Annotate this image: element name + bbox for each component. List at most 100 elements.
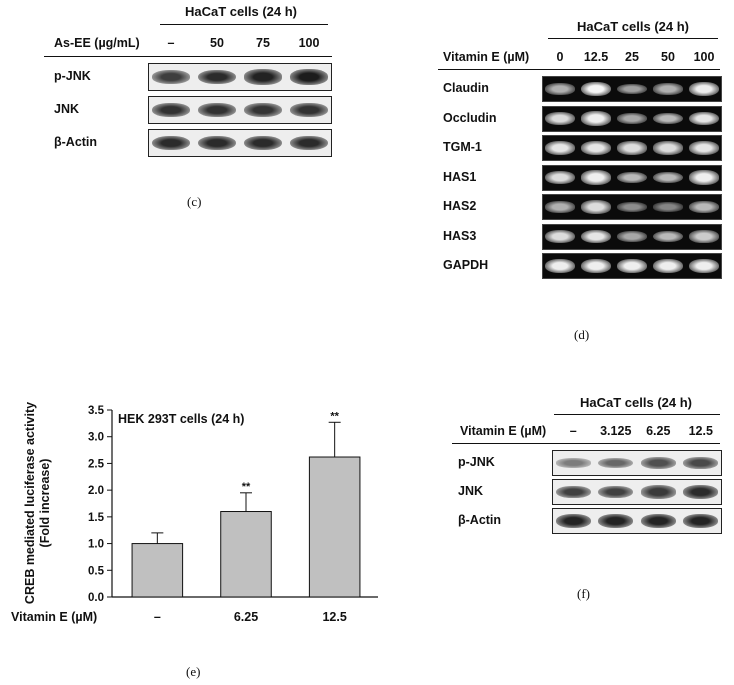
panel-c-header: HaCaT cells (24 h)	[185, 4, 297, 19]
bar	[308, 456, 361, 598]
panel-d-row-label: Claudin	[443, 81, 489, 95]
panel-f-treatment-rule	[452, 443, 720, 444]
blot-band	[290, 135, 328, 151]
blot-band	[581, 81, 611, 97]
blot-band	[689, 230, 719, 243]
blot-band	[545, 170, 575, 185]
panel-d-caption: (d)	[574, 327, 590, 342]
panel-f-treatment-label: Vitamin E (µM)	[460, 424, 547, 438]
panel-c-blot-strip	[148, 96, 332, 124]
panel-d-blot-strip	[542, 194, 722, 220]
blot-band	[653, 112, 683, 125]
panel-d-blot-strip	[542, 105, 722, 132]
panel-f-column-label: –	[569, 424, 577, 438]
blot-band	[555, 458, 591, 468]
panel-c-column-label: –	[167, 36, 175, 50]
panel-d-blot-strip	[542, 253, 722, 279]
y-axis-label: CREB mediated luciferase activity(Fold i…	[23, 402, 52, 604]
blot-band	[152, 135, 190, 151]
blot-band	[581, 200, 611, 214]
blot-band	[640, 513, 676, 529]
blot-band	[152, 70, 190, 84]
panel-d-row-label: HAS2	[443, 199, 477, 213]
panel-c-row-label: β-Actin	[54, 135, 98, 149]
panel-f-row-label: JNK	[458, 484, 484, 498]
blot-band	[653, 141, 683, 155]
blot-band	[244, 69, 282, 85]
blot-band	[689, 258, 719, 274]
y-tick-label: 1.5	[88, 512, 105, 524]
y-tick-label: 3.5	[88, 405, 105, 417]
blot-band	[198, 102, 236, 118]
blot-band	[598, 457, 634, 469]
blot-band	[653, 258, 683, 274]
panel-f-blot-strip	[552, 450, 722, 476]
y-tick-label: 0.5	[88, 565, 105, 577]
blot-band	[598, 513, 634, 529]
panel-d-header-rule	[548, 38, 718, 39]
panel-c-column-label: 50	[210, 36, 224, 50]
panel-d-row-label: GAPDH	[443, 258, 489, 272]
blot-band	[581, 111, 611, 126]
panel-d-header: HaCaT cells (24 h)	[577, 19, 689, 34]
panel-d-blot-strip	[542, 223, 722, 250]
blot-band	[640, 485, 676, 499]
blot-band	[617, 83, 647, 95]
panel-c-row-label: p-JNK	[54, 69, 91, 83]
blot-band	[683, 456, 719, 470]
panel-d-column-label: 25	[625, 50, 639, 64]
blot-band	[617, 171, 647, 184]
panel-c-treatment-label: As-EE (µg/mL)	[54, 36, 140, 50]
y-tick-label: 1.0	[88, 539, 104, 551]
blot-band	[152, 102, 190, 118]
bar	[220, 511, 272, 598]
blot-band	[545, 141, 575, 155]
blot-band	[683, 513, 719, 529]
blot-band	[683, 485, 719, 499]
blot-band	[617, 141, 647, 155]
blot-band	[545, 83, 575, 95]
blot-band	[545, 258, 575, 274]
panel-f-header-rule	[554, 414, 720, 415]
blot-band	[653, 83, 683, 95]
bar	[131, 543, 184, 598]
blot-band	[617, 230, 647, 243]
panel-c-blot-strip	[148, 129, 332, 157]
panel-d-column-label: 12.5	[583, 50, 609, 64]
y-tick-label: 0.0	[88, 592, 104, 604]
x-category-label: –	[154, 610, 161, 624]
blot-band	[689, 170, 719, 185]
panel-f-header: HaCaT cells (24 h)	[580, 395, 692, 410]
blot-band	[689, 201, 719, 213]
panel-c-caption: (c)	[187, 194, 202, 209]
significance-label: **	[242, 481, 251, 493]
panel-d-treatment-label: Vitamin E (µM)	[443, 50, 530, 64]
panel-d-row-label: HAS3	[443, 228, 477, 243]
panel-f-blot-strip	[552, 479, 722, 505]
x-category-label: 12.5	[322, 610, 346, 624]
blot-band	[244, 102, 282, 118]
panel-d-treatment-rule	[438, 69, 720, 70]
panel-d-blot-strip	[542, 76, 722, 102]
y-tick-label: 2.0	[88, 485, 104, 497]
y-tick-label: 3.0	[88, 432, 104, 444]
blot-band	[653, 202, 683, 212]
panel-f-column-label: 12.5	[688, 424, 713, 438]
panel-f-row-label: p-JNK	[458, 455, 495, 469]
panel-d-row-label: Occludin	[443, 110, 497, 125]
x-axis-label: Vitamin E (µM)	[11, 610, 97, 624]
blot-band	[653, 171, 683, 184]
blot-band	[545, 111, 575, 126]
blot-band	[290, 69, 328, 85]
panel-c-row-label: JNK	[54, 102, 80, 116]
panel-d-row-label: HAS1	[443, 169, 477, 184]
panel-d-column-label: 100	[693, 50, 715, 64]
panel-d-column-label: 50	[661, 50, 675, 64]
blot-band	[617, 258, 647, 274]
blot-band	[598, 485, 634, 499]
panel-d-column-label: 0	[556, 50, 564, 64]
blot-band	[653, 230, 683, 243]
blot-band	[581, 170, 611, 185]
panel-c-header-rule	[160, 24, 328, 25]
